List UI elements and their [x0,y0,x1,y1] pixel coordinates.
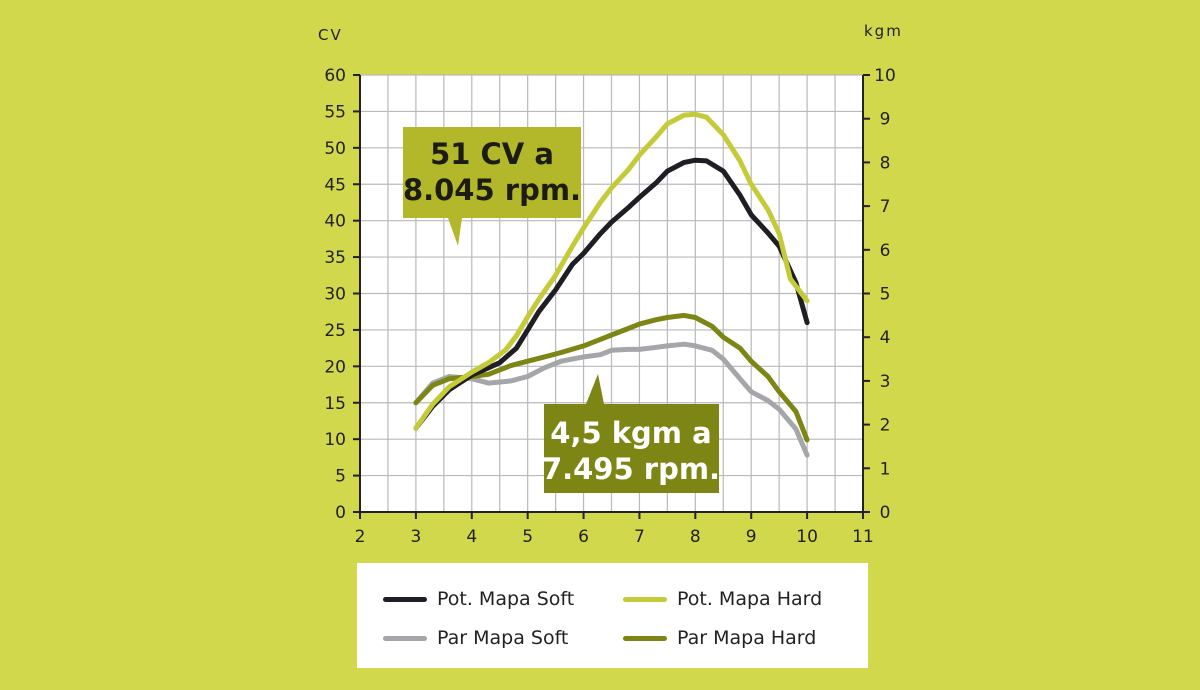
legend-item-pot-soft: Pot. Mapa Soft [383,585,574,613]
series-line-pot-mapa-hard [413,111,810,431]
y-left-tick-label: 25 [324,321,346,341]
y-left-tick-label: 15 [324,394,346,414]
legend-item-par-soft: Par Mapa Soft [383,624,568,652]
y-left-tick-label: 0 [335,503,346,523]
callout-power-line1: 51 CV a [430,137,554,171]
callout-power: 51 CV a 8.045 rpm. [403,127,581,246]
callout-torque-line2: 7.495 rpm. [542,452,720,486]
y-left-unit-label: CV [318,26,343,44]
series-layer [413,111,810,458]
y-right-tick-label: 1 [880,459,891,479]
y-right-unit-label: kgm [864,22,903,40]
callout-torque-line1: 4,5 kgm a [550,416,711,450]
y-right-tick-label: 5 [880,285,891,305]
legend-label-pot-soft: Pot. Mapa Soft [437,588,575,610]
x-tick-label: 8 [690,527,701,547]
x-tick-label: 4 [466,527,477,547]
callout-torque: 4,5 kgm a 7.495 rpm. [542,374,720,493]
y-right-tick-label: 6 [880,241,891,261]
y-right-tick-label: 4 [880,328,891,348]
y-right-tick-label: 3 [880,372,891,392]
legend-label-par-hard: Par Mapa Hard [677,627,817,649]
y-left-tick-label: 50 [324,139,346,159]
x-tick-label: 9 [746,527,757,547]
callout-power-line2: 8.045 rpm. [403,173,581,207]
legend-label-par-soft: Par Mapa Soft [437,627,569,649]
legend-swatch-par-hard [623,635,667,641]
y-left-tick-label: 5 [335,467,346,487]
legend: Pot. Mapa Soft Pot. Mapa Hard Par Mapa S… [357,563,868,668]
y-right-tick-label: 0 [880,503,891,523]
x-tick-label: 11 [852,527,874,547]
y-right-tick-label: 2 [880,416,891,436]
legend-swatch-pot-hard [623,596,667,602]
y-left-tick-label: 10 [324,430,346,450]
x-tick-label: 5 [522,527,533,547]
series-line-par-mapa-hard [413,312,810,443]
y-right-tick-label: 9 [880,110,891,130]
y-left-tick-label: 60 [324,66,346,86]
legend-item-par-hard: Par Mapa Hard [623,624,816,652]
y-left-tick-label: 20 [324,357,346,377]
legend-swatch-par-soft [383,635,427,641]
legend-item-pot-hard: Pot. Mapa Hard [623,585,822,613]
y-left-tick-label: 45 [324,175,346,195]
y-left-tick-label: 30 [324,285,346,305]
series-line-pot-mapa-soft [413,157,810,431]
x-tick-label: 3 [410,527,421,547]
y-left-tick-label: 35 [324,248,346,268]
x-tick-label: 7 [634,527,645,547]
series-line-par-mapa-soft [413,341,810,458]
y-left-tick-label: 55 [324,102,346,122]
legend-swatch-pot-soft [383,596,427,602]
callout-power-box [403,127,581,246]
y-right-tick-label: 7 [880,197,891,217]
x-tick-label: 2 [355,527,366,547]
x-tick-label: 6 [578,527,589,547]
x-tick-label: 10 [796,527,818,547]
legend-label-pot-hard: Pot. Mapa Hard [677,588,823,610]
y-left-tick-label: 40 [324,212,346,232]
callout-torque-box [544,374,719,493]
y-right-tick-label: 8 [880,153,891,173]
y-right-tick-label: 10 [874,66,896,86]
